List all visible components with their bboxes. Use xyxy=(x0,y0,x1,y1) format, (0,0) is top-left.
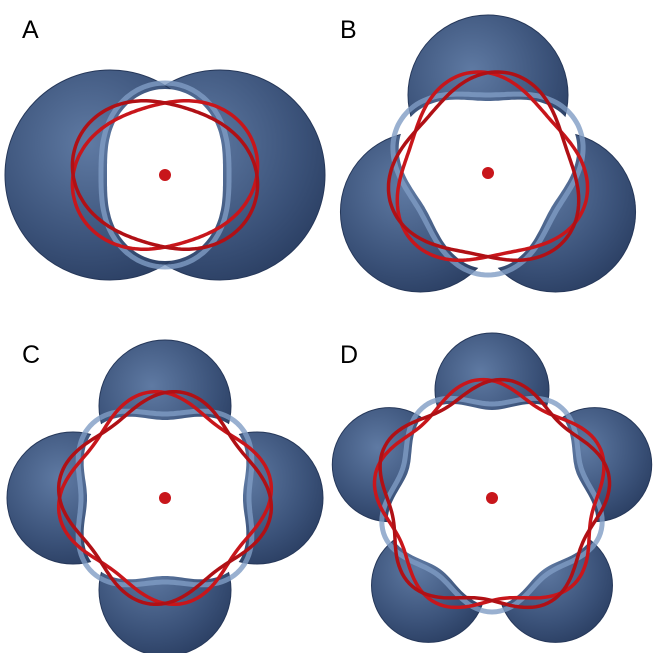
center-dot xyxy=(159,169,171,181)
center-dot xyxy=(159,492,171,504)
panel-label: B xyxy=(340,16,357,44)
panel-label: D xyxy=(340,341,358,369)
panel-label: A xyxy=(22,16,39,44)
center-dot xyxy=(482,167,494,179)
center-dot xyxy=(486,492,498,504)
page: A B C D (() => { const data = JSON.parse… xyxy=(0,0,655,653)
panel-label: C xyxy=(22,341,40,369)
figure: A B C D xyxy=(0,0,655,653)
